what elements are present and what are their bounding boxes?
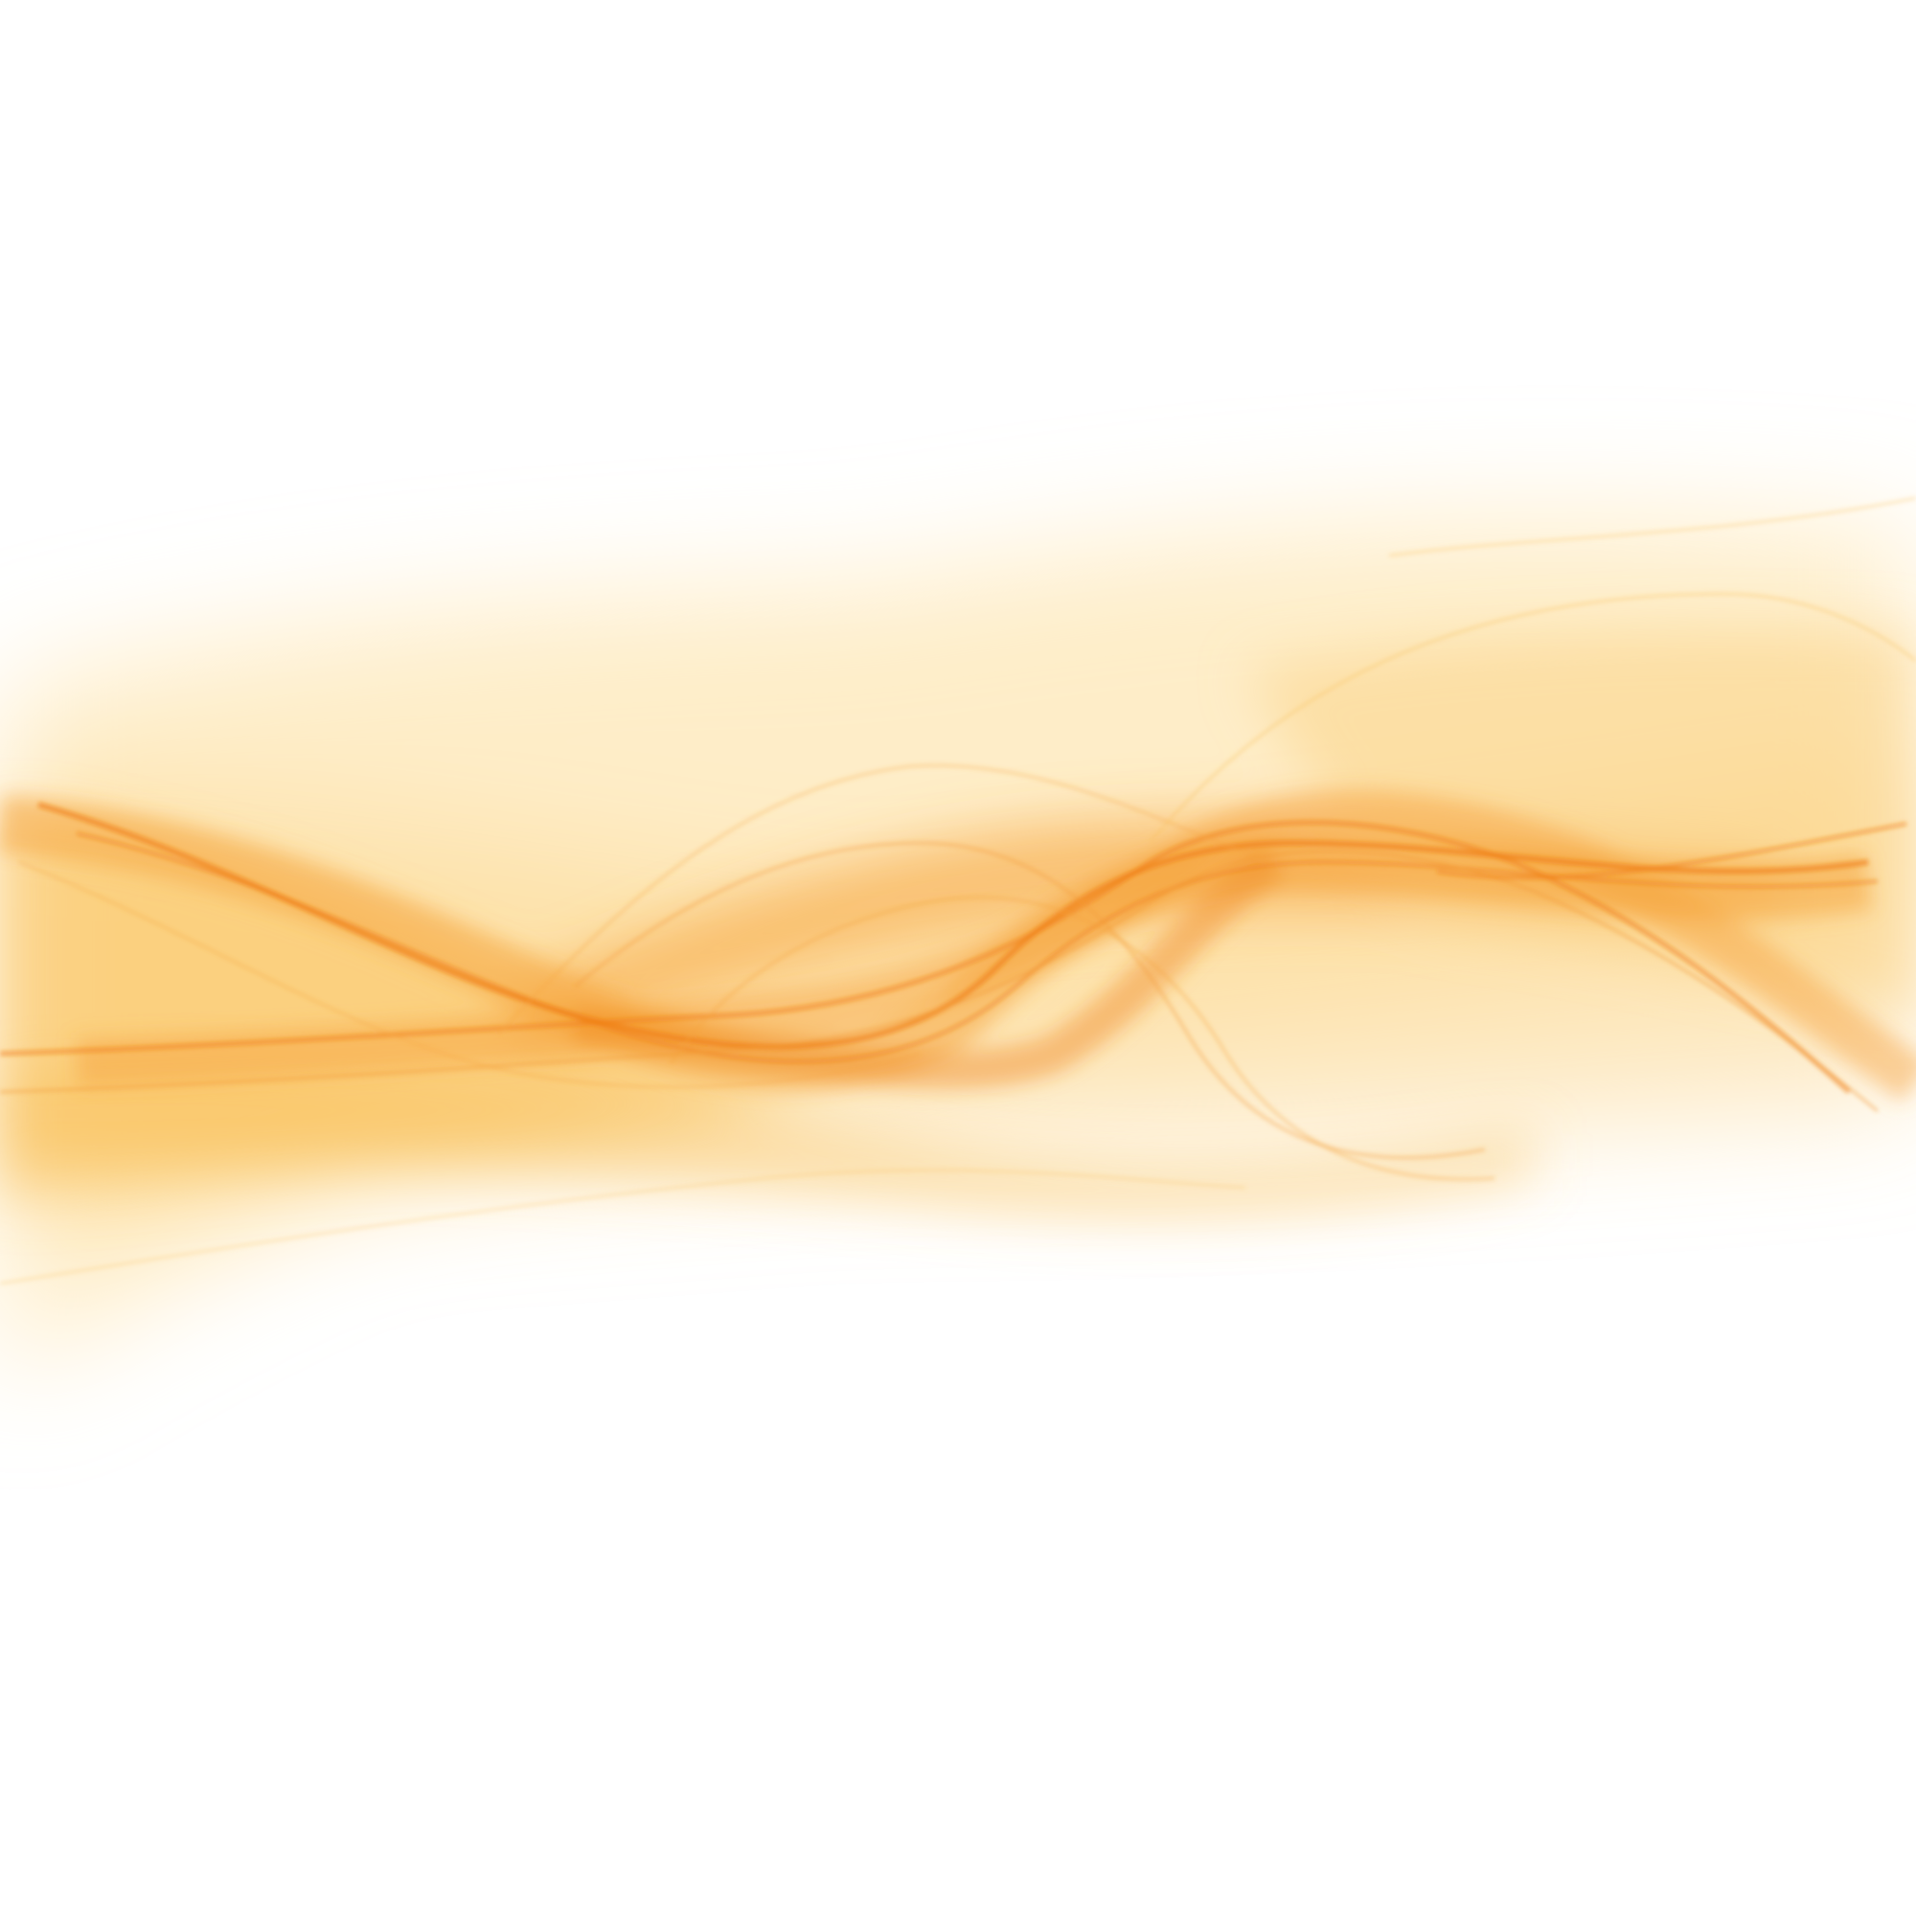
- strand-10: [1148, 592, 1916, 844]
- strand-8: [1436, 822, 1907, 880]
- strand-3: [0, 820, 1851, 1094]
- glow-ribbon-a: [0, 795, 1873, 1091]
- strand-12: [0, 1168, 1246, 1285]
- strand-1: [37, 802, 1869, 1050]
- strand-4: [0, 850, 1879, 1113]
- strand-11: [1388, 496, 1916, 557]
- strand-7: [496, 763, 1275, 1036]
- strand-layer: [0, 496, 1916, 1285]
- strand-6: [669, 896, 1495, 1181]
- strand-5: [574, 841, 1486, 1160]
- strand-9: [18, 860, 921, 1089]
- glow-ribbon-b: [76, 789, 1916, 1102]
- strand-2: [76, 831, 1879, 1064]
